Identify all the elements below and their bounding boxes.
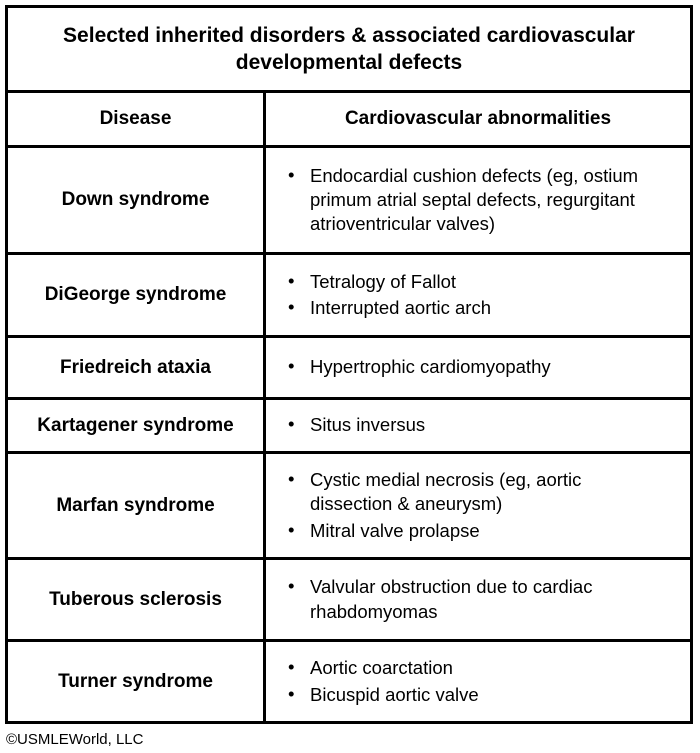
table-row-kartagener-syndrome: Kartagener syndrome Situs inversus xyxy=(8,400,690,454)
disease-cell: Turner syndrome xyxy=(8,642,266,721)
abnormality-item: Valvular obstruction due to cardiac rhab… xyxy=(286,574,658,623)
abnormality-list: Hypertrophic cardiomyopathy xyxy=(286,353,658,381)
abnormality-item: Aortic coarctation xyxy=(286,655,658,680)
abnormality-item: Endocardial cushion defects (eg, ostium … xyxy=(286,163,658,236)
table-row-friedreich-ataxia: Friedreich ataxia Hypertrophic cardiomyo… xyxy=(8,338,690,400)
table-row-turner-syndrome: Turner syndrome Aortic coarctation Bicus… xyxy=(8,642,690,721)
disease-cell: Tuberous sclerosis xyxy=(8,560,266,639)
disease-cell: Marfan syndrome xyxy=(8,454,266,557)
abnormality-list: Situs inversus xyxy=(286,411,658,439)
abnormalities-cell: Valvular obstruction due to cardiac rhab… xyxy=(266,560,690,639)
table-row-tuberous-sclerosis: Tuberous sclerosis Valvular obstruction … xyxy=(8,560,690,642)
abnormality-item: Bicuspid aortic valve xyxy=(286,681,658,707)
disease-cell: DiGeorge syndrome xyxy=(8,255,266,335)
abnormality-list: Cystic medial necrosis (eg, aortic disse… xyxy=(286,466,658,544)
table-header-row: Disease Cardiovascular abnormalities xyxy=(8,93,690,148)
abnormalities-cell: Situs inversus xyxy=(266,400,690,451)
column-header-abnormalities-label: Cardiovascular abnormalities xyxy=(344,108,612,129)
column-header-disease-label: Disease xyxy=(99,108,172,129)
table-row-down-syndrome: Down syndrome Endocardial cushion defect… xyxy=(8,148,690,255)
abnormalities-cell: Endocardial cushion defects (eg, ostium … xyxy=(266,148,690,252)
abnormality-item: Hypertrophic cardiomyopathy xyxy=(286,354,658,379)
disease-cell: Kartagener syndrome xyxy=(8,400,266,451)
abnormality-list: Endocardial cushion defects (eg, ostium … xyxy=(286,162,658,238)
abnormality-item: Mitral valve prolapse xyxy=(286,518,658,543)
abnormality-list: Tetralogy of Fallot Interrupted aortic a… xyxy=(286,268,658,322)
abnormality-item: Situs inversus xyxy=(286,412,658,437)
table-row-digeorge-syndrome: DiGeorge syndrome Tetralogy of Fallot In… xyxy=(8,255,690,338)
abnormality-list: Aortic coarctation Bicuspid aortic valve xyxy=(286,654,658,708)
disease-cell: Down syndrome xyxy=(8,148,266,252)
abnormalities-cell: Tetralogy of Fallot Interrupted aortic a… xyxy=(266,255,690,335)
abnormalities-cell: Cystic medial necrosis (eg, aortic disse… xyxy=(266,454,690,557)
abnormality-item: Tetralogy of Fallot xyxy=(286,269,658,294)
abnormalities-cell: Hypertrophic cardiomyopathy xyxy=(266,338,690,397)
abnormality-item: Interrupted aortic arch xyxy=(286,295,658,320)
abnormality-list: Valvular obstruction due to cardiac rhab… xyxy=(286,573,658,625)
disease-cell: Friedreich ataxia xyxy=(8,338,266,397)
column-header-abnormalities: Cardiovascular abnormalities xyxy=(266,93,690,145)
abnormality-item: Cystic medial necrosis (eg, aortic disse… xyxy=(286,467,658,516)
disorders-table: Selected inherited disorders & associate… xyxy=(5,5,693,724)
column-header-disease: Disease xyxy=(8,93,266,145)
copyright-notice: ©USMLEWorld, LLC xyxy=(6,731,144,748)
abnormalities-cell: Aortic coarctation Bicuspid aortic valve xyxy=(266,642,690,721)
table-title: Selected inherited disorders & associate… xyxy=(8,8,690,93)
table-row-marfan-syndrome: Marfan syndrome Cystic medial necrosis (… xyxy=(8,454,690,560)
